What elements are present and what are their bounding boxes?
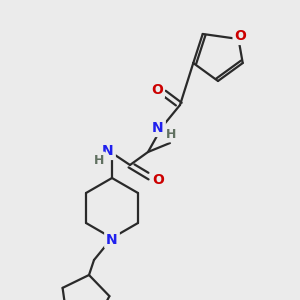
Text: N: N bbox=[106, 233, 118, 247]
Text: N: N bbox=[102, 144, 114, 158]
Text: O: O bbox=[151, 83, 163, 97]
Text: N: N bbox=[152, 121, 164, 135]
Text: H: H bbox=[166, 128, 176, 140]
Text: H: H bbox=[94, 154, 104, 166]
Text: O: O bbox=[152, 173, 164, 187]
Text: O: O bbox=[235, 29, 246, 43]
